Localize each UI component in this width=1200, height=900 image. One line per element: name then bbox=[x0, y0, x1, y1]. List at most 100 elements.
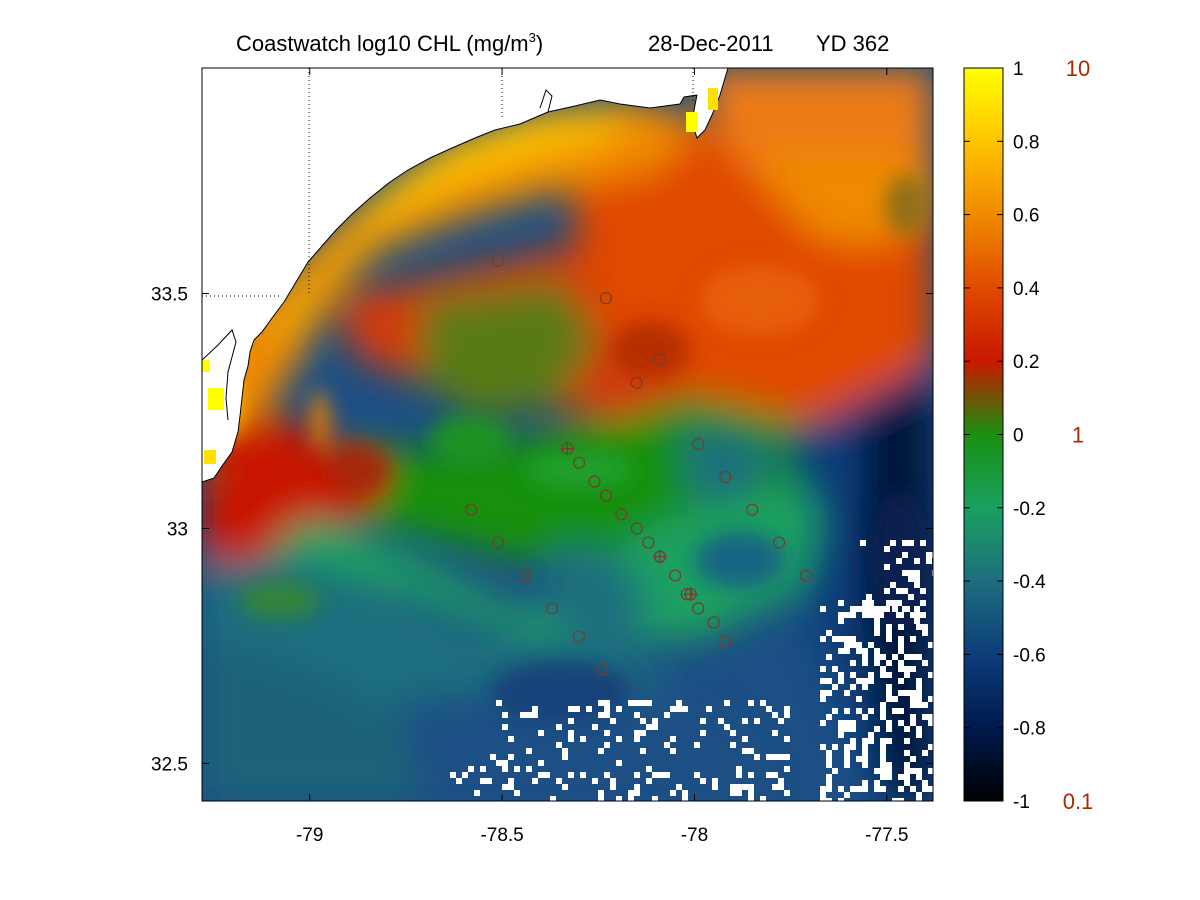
missing-pixel bbox=[778, 778, 784, 784]
missing-pixel bbox=[508, 736, 514, 742]
missing-pixel bbox=[910, 714, 916, 720]
missing-pixel bbox=[902, 540, 908, 546]
missing-pixel bbox=[902, 588, 908, 594]
station-marker bbox=[572, 456, 586, 469]
missing-pixel bbox=[910, 654, 916, 660]
missing-pixel bbox=[450, 772, 456, 778]
missing-pixel bbox=[844, 690, 850, 696]
x-tick-label: -77.5 bbox=[865, 825, 908, 846]
missing-pixel bbox=[916, 726, 922, 732]
missing-pixel bbox=[820, 798, 826, 801]
missing-pixel bbox=[862, 660, 868, 666]
missing-pixel bbox=[904, 774, 910, 780]
missing-pixel bbox=[832, 744, 838, 750]
missing-pixel bbox=[826, 786, 832, 792]
missing-pixel bbox=[928, 744, 933, 750]
missing-pixel bbox=[850, 660, 856, 666]
missing-pixel bbox=[826, 714, 832, 720]
missing-pixel bbox=[896, 600, 902, 606]
missing-pixel bbox=[850, 744, 856, 750]
station-marker bbox=[692, 602, 705, 615]
colorbar-tick-label: -0.6 bbox=[1013, 645, 1046, 666]
missing-pixel bbox=[890, 540, 896, 546]
missing-pixel bbox=[862, 780, 868, 786]
missing-pixel bbox=[904, 780, 910, 786]
missing-pixel bbox=[874, 612, 880, 618]
missing-pixel bbox=[640, 730, 646, 736]
missing-pixel bbox=[910, 702, 916, 708]
missing-pixel bbox=[592, 778, 598, 784]
missing-pixel bbox=[886, 690, 892, 696]
missing-pixel bbox=[598, 700, 604, 706]
missing-pixel bbox=[766, 772, 772, 778]
cast-station-marker bbox=[560, 441, 575, 456]
missing-pixel bbox=[826, 774, 832, 780]
missing-pixel bbox=[760, 700, 766, 706]
missing-pixel bbox=[850, 642, 856, 648]
missing-pixel bbox=[908, 540, 914, 546]
missing-pixel bbox=[610, 784, 616, 790]
missing-pixel bbox=[910, 756, 916, 762]
station-marker bbox=[630, 522, 643, 535]
missing-pixel bbox=[784, 706, 790, 712]
missing-pixel bbox=[880, 738, 886, 744]
sampling-stations bbox=[465, 254, 813, 676]
colorbar-tick-label: 0.6 bbox=[1013, 206, 1039, 227]
missing-pixel bbox=[562, 784, 568, 790]
missing-pixel bbox=[922, 624, 928, 630]
missing-pixel bbox=[866, 594, 872, 600]
missing-pixel bbox=[880, 786, 886, 792]
missing-pixel bbox=[646, 766, 652, 772]
missing-pixel bbox=[844, 642, 850, 648]
missing-pixel bbox=[604, 712, 610, 718]
station-marker bbox=[599, 292, 613, 305]
missing-pixel bbox=[874, 726, 880, 732]
missing-pixel bbox=[616, 760, 622, 766]
missing-pixel bbox=[658, 772, 664, 778]
missing-pixel bbox=[592, 724, 598, 730]
missing-pixel bbox=[884, 564, 890, 570]
station-marker bbox=[599, 489, 613, 502]
missing-pixel bbox=[634, 700, 640, 706]
missing-pixel bbox=[914, 606, 920, 612]
missing-pixel bbox=[616, 736, 622, 742]
missing-pixel bbox=[736, 766, 742, 772]
missing-pixel bbox=[920, 600, 926, 606]
missing-pixel bbox=[850, 786, 856, 792]
station-marker bbox=[773, 536, 786, 549]
station-marker bbox=[630, 376, 643, 389]
missing-pixel bbox=[850, 726, 856, 732]
missing-pixel bbox=[820, 606, 826, 612]
x-tick-label: -78 bbox=[681, 825, 708, 846]
colorbar-tick-label: -1 bbox=[1013, 792, 1030, 813]
missing-pixel bbox=[868, 732, 874, 738]
missing-pixel bbox=[556, 778, 562, 784]
missing-pixel bbox=[838, 726, 844, 732]
missing-pixel bbox=[664, 772, 670, 778]
missing-pixel bbox=[880, 702, 886, 708]
cast-station-marker bbox=[652, 549, 667, 564]
missing-pixel bbox=[712, 778, 718, 784]
missing-pixel bbox=[886, 630, 892, 636]
missing-pixel bbox=[892, 600, 898, 606]
land-mass bbox=[202, 68, 700, 482]
x-tick-label: -78.5 bbox=[480, 825, 523, 846]
missing-pixel bbox=[480, 766, 486, 772]
missing-pixel bbox=[820, 786, 826, 792]
missing-pixel bbox=[664, 712, 670, 718]
missing-pixel bbox=[820, 720, 826, 726]
missing-pixel bbox=[886, 726, 892, 732]
missing-pixel bbox=[850, 684, 856, 690]
missing-pixel bbox=[862, 654, 868, 660]
missing-pixel bbox=[826, 750, 832, 756]
missing-pixel bbox=[682, 706, 688, 712]
missing-pixel bbox=[916, 792, 922, 798]
missing-pixel bbox=[748, 748, 754, 754]
missing-pixel bbox=[784, 736, 790, 742]
missing-pixel bbox=[874, 618, 880, 624]
missing-pixel bbox=[598, 712, 604, 718]
station-marker bbox=[719, 635, 732, 648]
missing-pixel bbox=[916, 798, 922, 801]
missing-pixel bbox=[838, 786, 844, 792]
missing-pixel bbox=[914, 618, 920, 624]
